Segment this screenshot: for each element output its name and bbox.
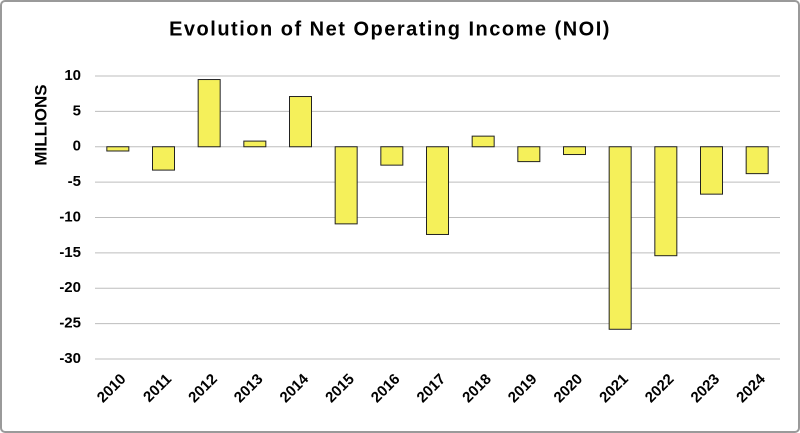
- y-axis-title: MILLIONS: [31, 84, 50, 165]
- bar: [654, 146, 678, 257]
- bar: [426, 146, 449, 235]
- bar: [152, 146, 175, 171]
- bar: [563, 146, 586, 156]
- bar: [334, 146, 358, 225]
- bar: [197, 79, 221, 148]
- bar: [517, 146, 541, 163]
- y-tick-label: 10: [64, 67, 81, 84]
- bar: [243, 140, 267, 148]
- bar: [745, 146, 769, 175]
- y-tick-label: -25: [59, 315, 81, 332]
- bar: [289, 96, 312, 148]
- bar: [700, 146, 723, 195]
- bar: [471, 135, 495, 148]
- y-tick-label: -15: [59, 244, 81, 261]
- y-tick-label: -30: [59, 350, 81, 367]
- bar: [380, 146, 404, 166]
- chart-title: Evolution of Net Operating Income (NOI): [169, 18, 611, 40]
- y-tick-label: -5: [68, 173, 81, 190]
- y-tick-label: -10: [59, 208, 81, 225]
- y-tick-label: 5: [73, 102, 81, 119]
- y-tick-label: 0: [73, 138, 81, 155]
- y-tick-label: -20: [59, 279, 81, 296]
- bar: [106, 146, 130, 152]
- bar: [608, 146, 632, 330]
